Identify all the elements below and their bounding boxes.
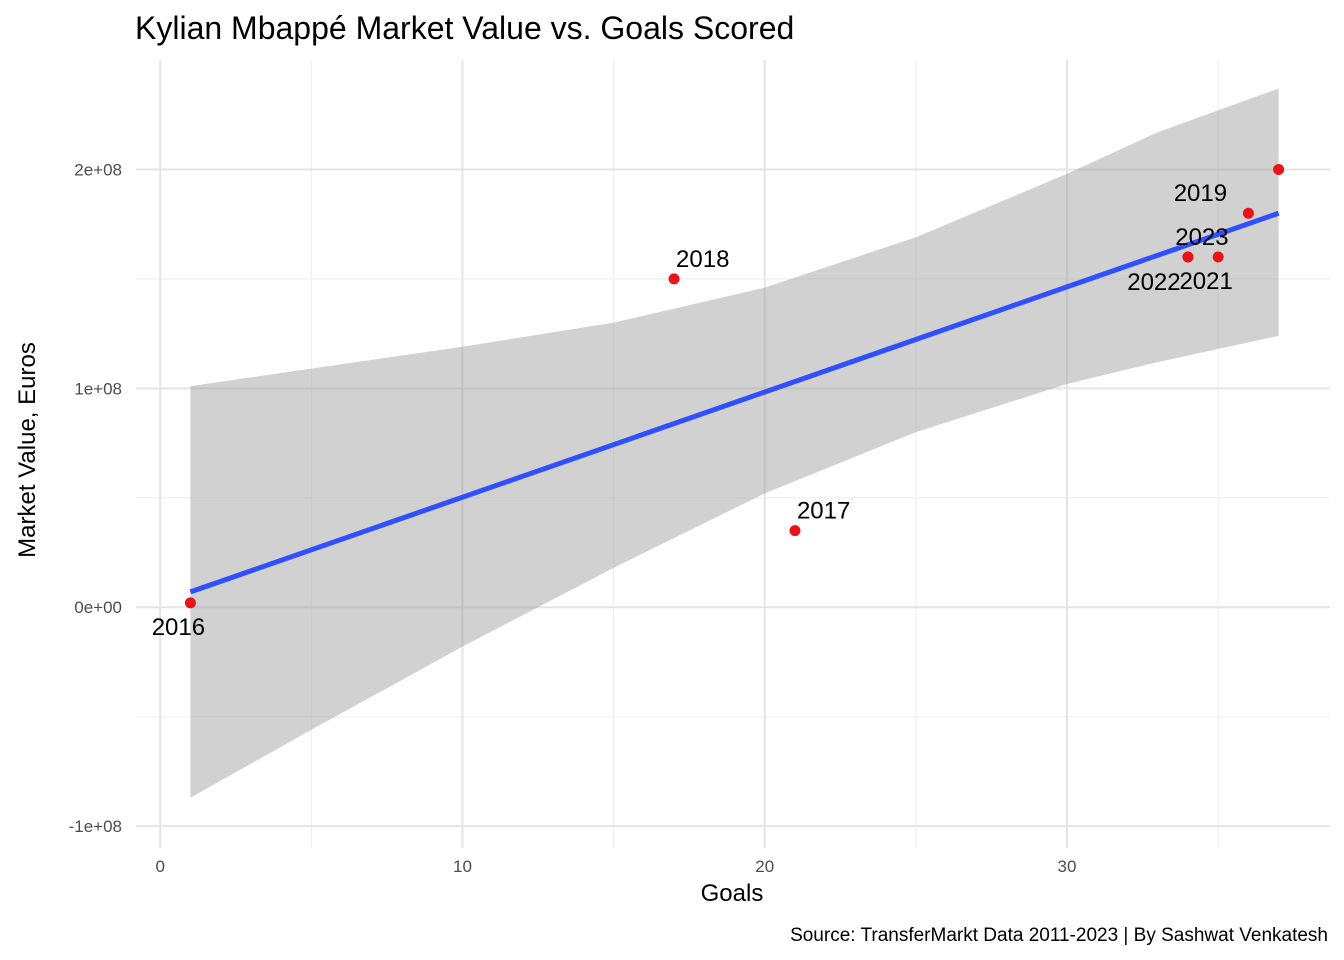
chart-caption: Source: TransferMarkt Data 2011-2023 | B… [790,925,1328,946]
point-label: 2022 [1127,269,1180,296]
point-label: 2019 [1174,180,1227,207]
x-axis-title: Goals [701,880,764,907]
point-label: 2023 [1175,224,1228,251]
chart-title: Kylian Mbappé Market Value vs. Goals Sco… [135,10,794,46]
data-point [789,525,801,537]
y-tick-label: 1e+08 [74,379,122,398]
data-point [1242,207,1254,219]
data-point [1212,251,1224,263]
point-label: 2018 [676,246,729,273]
x-tick-label: 10 [453,857,472,876]
y-tick-label: 2e+08 [74,160,122,179]
y-tick-label: 0e+00 [74,598,122,617]
x-axis-ticks: 0 10 20 30 [155,857,1076,876]
point-label: 2017 [797,498,850,525]
regression-line-layer [189,210,1280,595]
y-axis-title: Market Value, Euros [14,342,41,558]
y-axis-ticks: -1e+08 0e+00 1e+08 2e+08 [69,160,122,836]
data-point [1182,251,1194,263]
x-tick-label: 20 [755,857,774,876]
x-tick-label: 0 [155,857,164,876]
point-label: 2016 [152,614,205,641]
confidence-band [190,88,1279,798]
data-point [1273,163,1285,175]
data-point [668,273,680,285]
point-label: 2021 [1179,268,1232,295]
minor-gridlines [136,60,1330,848]
data-point [184,597,196,609]
confidence-band-layer [190,88,1279,798]
y-tick-label: -1e+08 [69,817,122,836]
data-points-layer [184,163,1285,609]
regression-line [189,210,1280,595]
x-tick-label: 30 [1058,857,1077,876]
major-gridlines [136,60,1330,848]
